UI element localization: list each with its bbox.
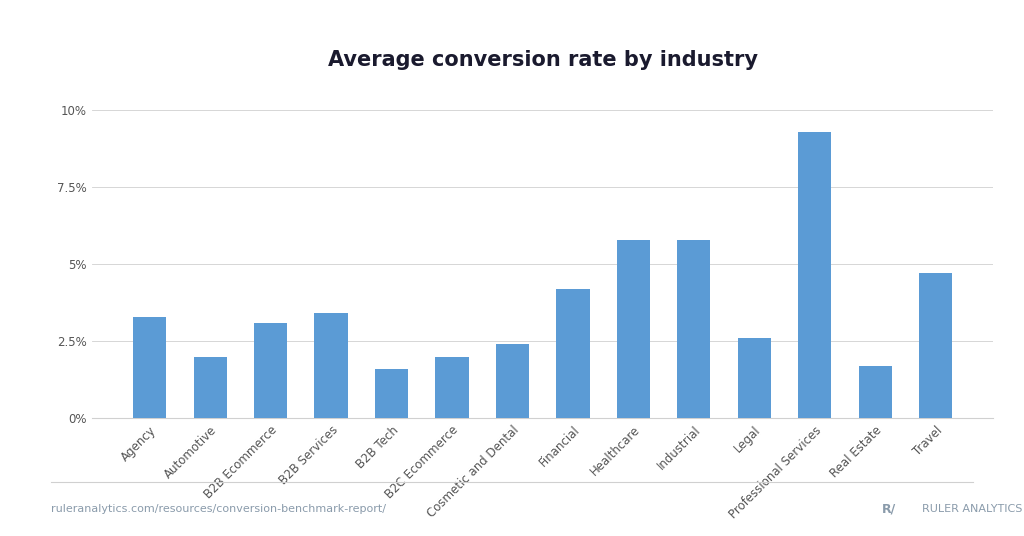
Bar xyxy=(375,369,409,418)
Bar xyxy=(798,132,831,418)
Bar xyxy=(858,366,892,418)
Text: ruleranalytics.com/resources/conversion-benchmark-report/: ruleranalytics.com/resources/conversion-… xyxy=(51,504,386,514)
Text: RULER ANALYTICS: RULER ANALYTICS xyxy=(922,504,1022,514)
Bar xyxy=(920,273,952,418)
Text: R/: R/ xyxy=(882,503,896,516)
Bar xyxy=(616,240,650,418)
Title: Average conversion rate by industry: Average conversion rate by industry xyxy=(328,50,758,70)
Bar xyxy=(677,240,711,418)
Bar xyxy=(556,289,590,418)
Bar xyxy=(496,344,529,418)
Bar xyxy=(194,356,227,418)
Bar xyxy=(133,317,166,418)
Bar xyxy=(737,338,771,418)
Bar xyxy=(435,356,469,418)
Bar xyxy=(314,314,348,418)
Bar xyxy=(254,323,288,418)
